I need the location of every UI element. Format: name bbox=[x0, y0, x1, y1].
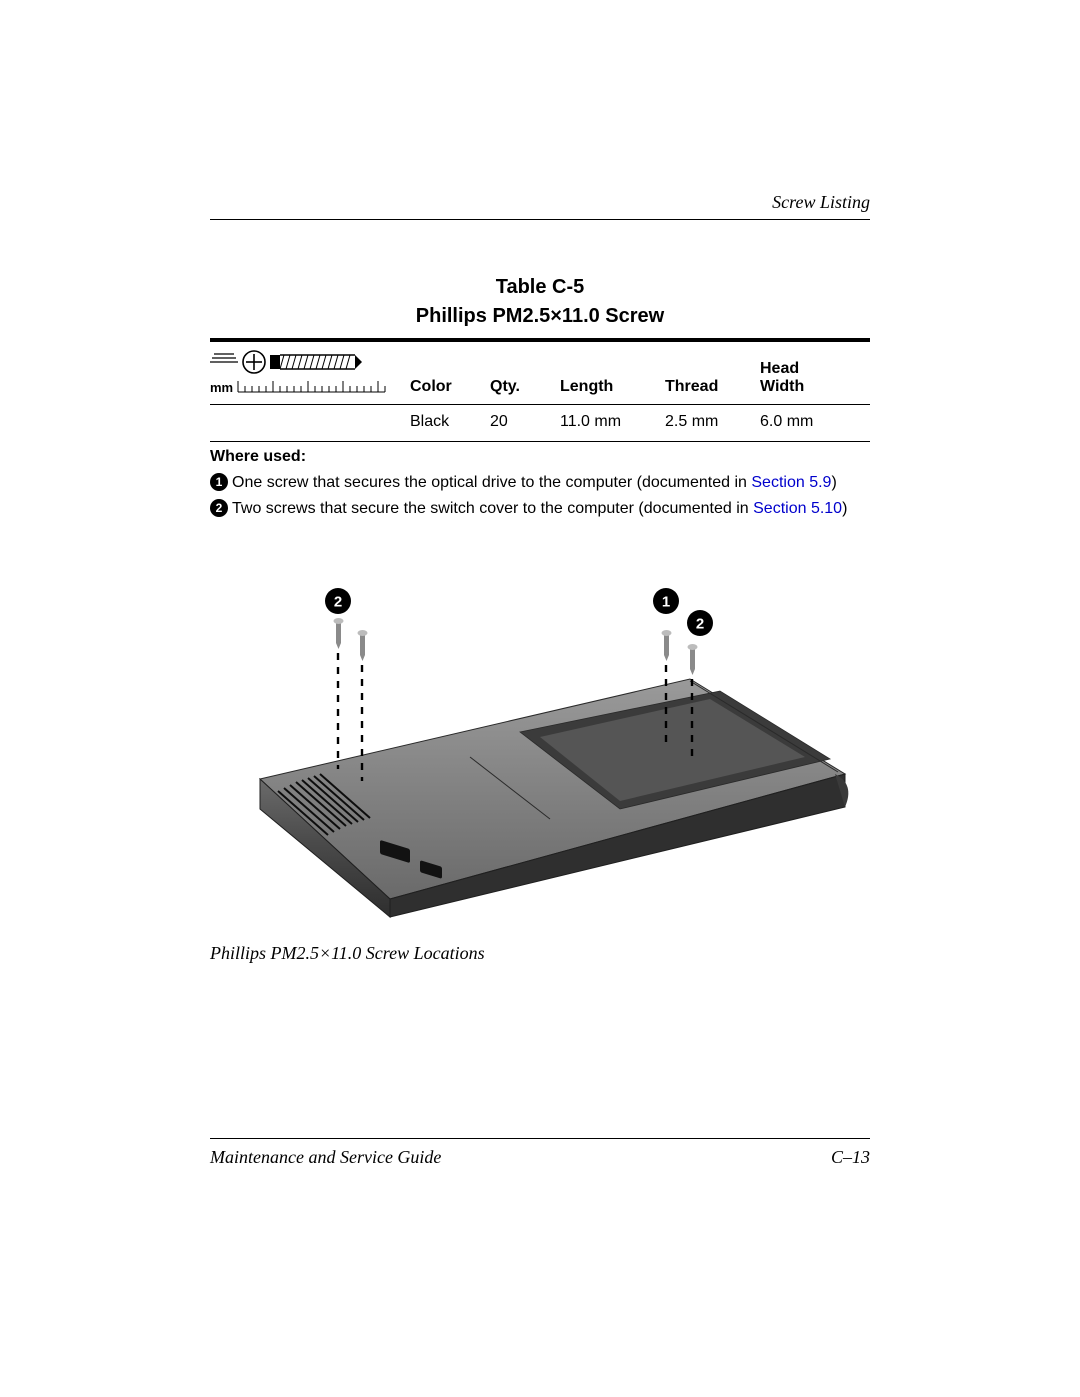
where-used-text-1: One screw that secures the optical drive… bbox=[232, 474, 751, 491]
where-used-tail-2: ) bbox=[842, 500, 847, 517]
link-section-5-9[interactable]: Section 5.9 bbox=[751, 474, 831, 491]
link-section-5-10[interactable]: Section 5.10 bbox=[753, 500, 842, 517]
where-used-item-2: 2Two screws that secure the switch cover… bbox=[210, 498, 870, 520]
col-header-color: Color bbox=[410, 378, 490, 396]
table-number: Table C-5 bbox=[210, 276, 870, 299]
where-used-tail-1: ) bbox=[831, 474, 836, 491]
running-head: Screw Listing bbox=[210, 192, 870, 213]
callout-2-icon: 2 bbox=[210, 499, 228, 517]
col-header-length: Length bbox=[560, 378, 665, 396]
figure-caption: Phillips PM2.5×11.0 Screw Locations bbox=[210, 943, 870, 964]
cell-qty: 20 bbox=[490, 413, 560, 431]
callout-1-icon: 1 bbox=[210, 473, 228, 491]
col-header-head: Head Width bbox=[760, 360, 850, 396]
table-header-row: mm bbox=[210, 342, 870, 404]
where-used-item-1: 1One screw that secures the optical driv… bbox=[210, 472, 870, 494]
screw-diagram-icon: mm bbox=[210, 348, 410, 396]
col-header-thread: Thread bbox=[665, 378, 760, 396]
where-used-text-2: Two screws that secure the switch cover … bbox=[232, 500, 753, 517]
cell-thread: 2.5 mm bbox=[665, 413, 760, 431]
svg-text:mm: mm bbox=[210, 380, 233, 395]
svg-text:1: 1 bbox=[662, 594, 670, 611]
col-header-qty: Qty. bbox=[490, 378, 560, 396]
svg-text:2: 2 bbox=[696, 616, 704, 633]
table-bottom-rule bbox=[210, 441, 870, 442]
header-rule bbox=[210, 219, 870, 220]
cell-color: Black bbox=[410, 413, 490, 431]
footer-rule bbox=[210, 1138, 870, 1139]
table-title: Phillips PM2.5×11.0 Screw bbox=[210, 305, 870, 328]
svg-text:2: 2 bbox=[334, 594, 342, 611]
footer-page-number: C–13 bbox=[831, 1147, 870, 1168]
figure: 2 1 2 bbox=[210, 559, 870, 919]
cell-head: 6.0 mm bbox=[760, 413, 850, 431]
table-data-row: Black 20 11.0 mm 2.5 mm 6.0 mm bbox=[210, 405, 870, 441]
footer-doc-title: Maintenance and Service Guide bbox=[210, 1147, 441, 1168]
cell-length: 11.0 mm bbox=[560, 413, 665, 431]
where-used-label: Where used: bbox=[210, 448, 870, 466]
